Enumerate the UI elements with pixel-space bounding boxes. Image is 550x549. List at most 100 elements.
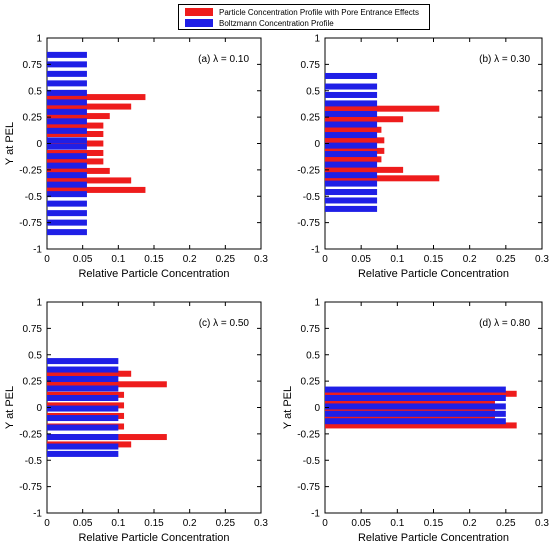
bar (325, 161, 378, 168)
y-tick-label: -0.5 (25, 192, 43, 203)
x-tick-label: 0.3 (254, 518, 268, 529)
chart-panel-a: 0 0.05 0.1 0.15 0.2 0.25 0.3 1 0.75 0.5 0.25 0 -0.25… (4, 34, 268, 281)
bar (325, 156, 382, 163)
bar (47, 158, 104, 165)
y-axis-label: Y at PEL (4, 386, 16, 429)
y-tick-label: -0.25 (297, 429, 320, 440)
chart-legend: Particle Concentration Profile with Pore… (178, 4, 430, 30)
y-tick-label: -0.25 (19, 429, 42, 440)
x-tick-label: 0.2 (463, 518, 477, 529)
x-tick-label: 0.25 (496, 254, 516, 265)
bar (47, 450, 119, 457)
y-tick-label: -0.5 (303, 456, 321, 467)
bar (47, 61, 87, 68)
bar (325, 205, 378, 212)
y-tick-label: 1 (314, 298, 320, 309)
y-tick-label: -1 (33, 245, 42, 256)
bar (325, 415, 495, 422)
x-tick-label: 0.25 (496, 518, 516, 529)
bar (325, 386, 506, 393)
y-tick-label: 1 (36, 34, 42, 45)
bar (47, 395, 119, 402)
x-axis-label: Relative Particle Concentration (78, 268, 229, 280)
bar (47, 200, 87, 207)
y-tick-label: 0.25 (301, 113, 321, 124)
bar-series-pel (325, 105, 440, 182)
bar (47, 181, 87, 188)
bar (325, 406, 495, 413)
bar (325, 91, 378, 98)
y-tick-label: 0.75 (301, 324, 321, 335)
x-tick-label: 0.25 (216, 518, 236, 529)
y-tick-label: -0.25 (19, 165, 42, 176)
bar (47, 191, 87, 198)
x-tick-label: 0.05 (351, 518, 371, 529)
x-tick-label: 0 (322, 254, 328, 265)
x-tick-label: 0 (322, 518, 328, 529)
bar (47, 122, 104, 129)
panel-annotation: (d) λ = 0.80 (479, 318, 530, 329)
legend-label-boltzmann: Boltzmann Concentration Profile (219, 18, 334, 28)
bar (47, 366, 119, 373)
bar (47, 131, 104, 138)
bar (47, 358, 119, 365)
x-tick-label: 0.15 (144, 518, 164, 529)
y-tick-label: 1 (36, 298, 42, 309)
bar (325, 166, 404, 173)
bar (47, 434, 119, 441)
x-tick-label: 0.25 (216, 254, 236, 265)
bar (47, 140, 104, 147)
y-tick-label: 0.75 (23, 324, 43, 335)
bar (47, 424, 119, 431)
bar (325, 105, 440, 112)
bar (47, 70, 87, 77)
x-tick-label: 0.3 (535, 518, 549, 529)
x-tick-label: 0.05 (351, 254, 371, 265)
bar (325, 100, 378, 107)
bar (325, 142, 378, 149)
bar (47, 118, 87, 125)
bar (47, 99, 87, 106)
bar (47, 210, 87, 217)
bar (47, 229, 87, 236)
bar (47, 103, 132, 110)
y-tick-label: 0.25 (23, 377, 43, 388)
bar (47, 127, 87, 134)
bar (325, 175, 440, 182)
bar (47, 149, 104, 156)
bar (47, 405, 119, 412)
bar (47, 376, 119, 383)
bar (325, 395, 506, 402)
bar (325, 72, 378, 79)
x-axis-label: Relative Particle Concentration (78, 532, 229, 544)
bar (325, 422, 517, 429)
x-tick-label: 0.2 (463, 254, 477, 265)
bar (47, 177, 132, 184)
x-tick-label: 0 (44, 518, 50, 529)
y-tick-label: -0.25 (297, 165, 320, 176)
bar-series-boltzmann (47, 358, 119, 457)
y-tick-label: 0.75 (23, 60, 43, 71)
bar (47, 402, 125, 409)
bar (47, 167, 110, 174)
bar (47, 186, 146, 193)
x-tick-label: 0.2 (183, 518, 197, 529)
x-tick-label: 0.1 (390, 518, 404, 529)
chart-panel-c: 0 0.05 0.1 0.15 0.2 0.25 0.3 1 0.75 0.5 0.25 0 -0.25… (4, 298, 268, 545)
y-tick-label: -0.5 (303, 192, 321, 203)
y-tick-label: -0.75 (297, 218, 320, 229)
y-tick-label: 0.75 (301, 60, 321, 71)
x-axis-label: Relative Particle Concentration (358, 268, 509, 280)
x-tick-label: 0.15 (424, 254, 444, 265)
bar (325, 137, 385, 144)
bar (47, 51, 87, 58)
legend-entry-pel: Particle Concentration Profile with Pore… (185, 7, 419, 17)
bar (47, 381, 167, 388)
x-tick-label: 0.1 (111, 254, 125, 265)
bar (47, 113, 110, 120)
bar (325, 126, 382, 133)
bar-series-pel (47, 94, 146, 193)
x-tick-label: 0.05 (73, 254, 93, 265)
y-axis-label: Y at PEL (4, 122, 16, 165)
y-tick-label: 0.5 (306, 350, 320, 361)
